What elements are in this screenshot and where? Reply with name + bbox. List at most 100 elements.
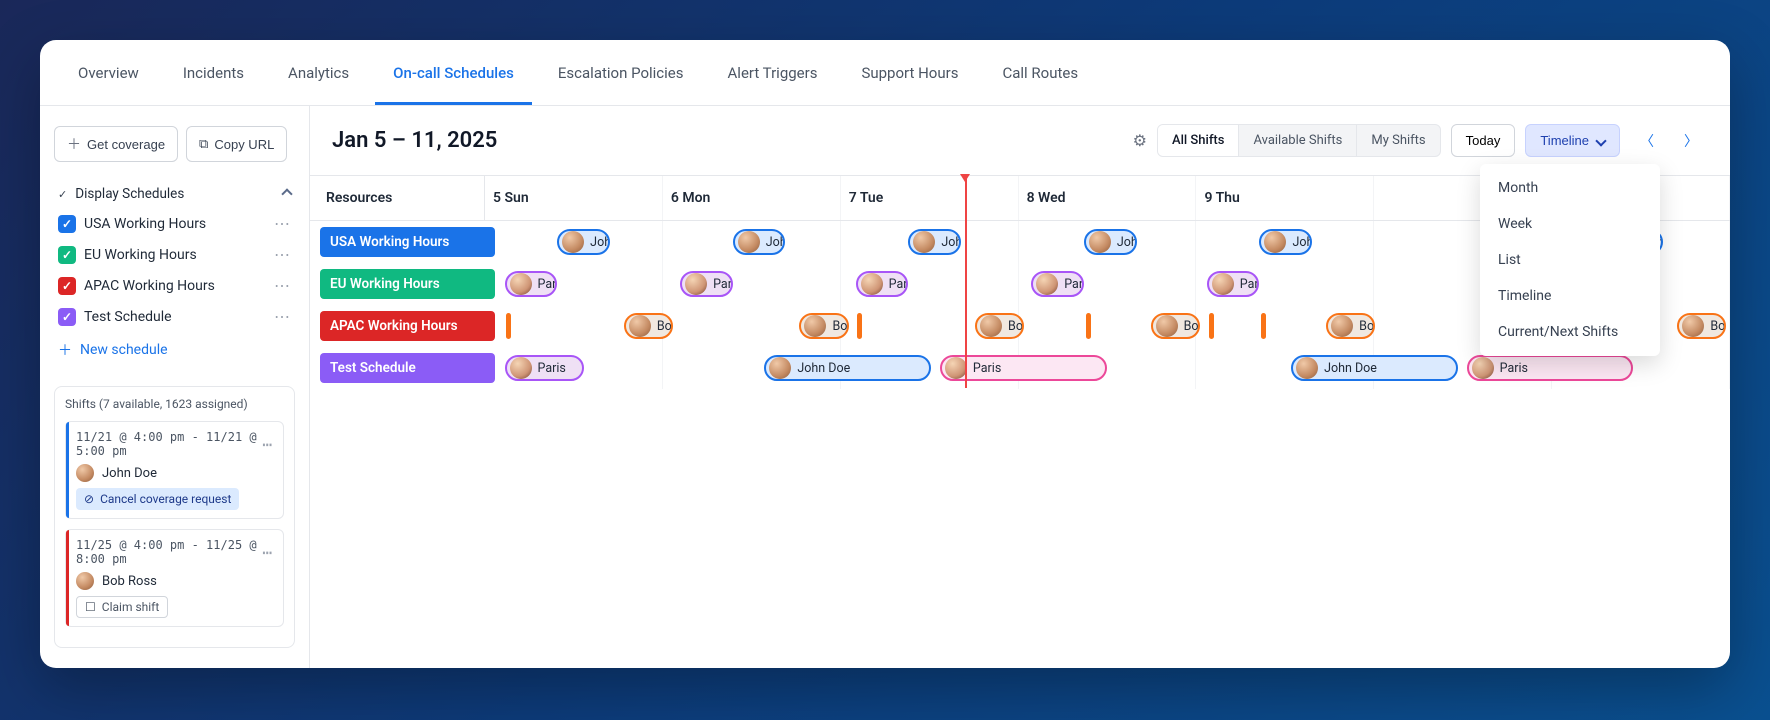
tab-escalation-policies[interactable]: Escalation Policies [540,40,702,105]
shift-pill[interactable]: Joh [1084,229,1137,255]
claim-shift-button[interactable]: ☐ Claim shift [76,596,168,618]
resource-label[interactable]: APAC Working Hours [320,311,495,341]
schedule-checkbox[interactable] [58,246,76,264]
shift-person-label: Par [713,277,732,292]
tab-alert-triggers[interactable]: Alert Triggers [710,40,836,105]
gear-icon[interactable]: ⚙ [1133,131,1147,150]
view-selector-button[interactable]: Timeline [1525,124,1620,157]
today-button[interactable]: Today [1451,124,1516,157]
schedule-menu-button[interactable]: ⋯ [274,245,291,264]
view-option-list[interactable]: List [1480,242,1660,278]
filter-my-shifts[interactable]: My Shifts [1357,125,1439,156]
shift-pill[interactable]: Bo [975,313,1024,339]
shift-pill[interactable]: Joh [1259,229,1312,255]
shift-pill[interactable]: Bo [1677,313,1726,339]
shift-pill[interactable]: Joh [733,229,786,255]
day-header: 7 Tue [841,176,1019,220]
avatar [1472,357,1494,379]
shift-person: Bob Ross [102,574,157,589]
shift-tick[interactable] [857,313,862,339]
shift-menu-button[interactable]: ⋯ [262,435,273,454]
shift-pill[interactable]: Paris [505,355,584,381]
shift-filter-segment: All ShiftsAvailable ShiftsMy Shifts [1157,124,1441,157]
cancel-icon: ⊘ [84,492,94,506]
shift-person-label: Paris [1500,361,1528,376]
shift-tick[interactable] [1209,313,1214,339]
prev-button[interactable]: 〈 [1630,125,1664,157]
schedule-menu-button[interactable]: ⋯ [274,307,291,326]
avatar [562,231,584,253]
shift-card[interactable]: 11/21 @ 4:00 pm - 11/21 @ 5:00 pm ⋯ John… [65,421,284,519]
shift-pill[interactable]: Bo [799,313,848,339]
shift-menu-button[interactable]: ⋯ [262,543,273,562]
filter-all-shifts[interactable]: All Shifts [1158,125,1240,156]
shift-pill[interactable]: Bo [1151,313,1200,339]
avatar [1264,231,1286,253]
shift-pill[interactable]: Paris [1467,355,1634,381]
schedule-row[interactable]: APAC Working Hours ⋯ [54,270,295,301]
tab-on-call-schedules[interactable]: On-call Schedules [375,40,532,105]
next-button[interactable]: 〉 [1674,125,1708,157]
shift-person: John Doe [102,466,157,481]
now-line [965,176,967,388]
day-header: 5 Sun [485,176,663,220]
resource-label[interactable]: EU Working Hours [320,269,495,299]
filter-available-shifts[interactable]: Available Shifts [1239,125,1357,156]
shift-pill[interactable]: Par [1207,271,1260,297]
cancel-coverage-button[interactable]: ⊘ Cancel coverage request [76,488,239,510]
schedule-checkbox[interactable] [58,308,76,326]
chevron-down-icon [1595,135,1606,146]
tab-overview[interactable]: Overview [60,40,157,105]
shift-card[interactable]: 11/25 @ 4:00 pm - 11/25 @ 8:00 pm ⋯ Bob … [65,529,284,627]
tab-call-routes[interactable]: Call Routes [984,40,1096,105]
schedule-checkbox[interactable] [58,215,76,233]
resource-label[interactable]: USA Working Hours [320,227,495,257]
display-schedules-toggle[interactable]: Display Schedules [54,180,295,208]
shift-person-label: Bo [1008,319,1023,334]
avatar [685,273,707,295]
schedule-row[interactable]: EU Working Hours ⋯ [54,239,295,270]
view-option-current-next-shifts[interactable]: Current/Next Shifts [1480,314,1660,350]
shift-time: 11/25 @ 4:00 pm - 11/25 @ 8:00 pm [76,538,262,566]
new-schedule-button[interactable]: ＋ New schedule [54,332,295,368]
shift-person-label: Joh [766,235,786,250]
schedule-menu-button[interactable]: ⋯ [274,214,291,233]
schedule-row[interactable]: USA Working Hours ⋯ [54,208,295,239]
shift-pill[interactable]: Joh [557,229,610,255]
tab-analytics[interactable]: Analytics [270,40,367,105]
schedule-label: EU Working Hours [84,247,197,263]
shift-pill[interactable]: John Doe [1291,355,1458,381]
shift-time: 11/21 @ 4:00 pm - 11/21 @ 5:00 pm [76,430,262,458]
avatar [1682,315,1704,337]
shift-tick[interactable] [1261,313,1266,339]
resource-label[interactable]: Test Schedule [320,353,495,383]
schedule-menu-button[interactable]: ⋯ [274,276,291,295]
schedule-row[interactable]: Test Schedule ⋯ [54,301,295,332]
nav-tabs: OverviewIncidentsAnalyticsOn-call Schedu… [40,40,1730,106]
resources-header: Resources [310,176,485,220]
shift-pill[interactable]: Bo [1326,313,1375,339]
content: Jan 5 – 11, 2025 ⚙ All ShiftsAvailable S… [310,106,1730,668]
shift-pill[interactable]: Par [1031,271,1084,297]
schedule-checkbox[interactable] [58,277,76,295]
tab-support-hours[interactable]: Support Hours [843,40,976,105]
tab-incidents[interactable]: Incidents [165,40,262,105]
shift-pill[interactable]: Par [680,271,733,297]
shift-pill[interactable]: Joh [908,229,961,255]
avatar [1089,231,1111,253]
view-option-week[interactable]: Week [1480,206,1660,242]
get-coverage-button[interactable]: ＋ Get coverage [54,126,178,162]
shift-pill[interactable]: Par [505,271,558,297]
shift-tick[interactable] [506,313,511,339]
shift-pill[interactable]: Bo [624,313,673,339]
shift-pill[interactable]: John Doe [764,355,931,381]
view-option-timeline[interactable]: Timeline [1480,278,1660,314]
avatar [1036,273,1058,295]
plus-icon: ＋ [58,340,72,360]
shift-pill[interactable]: Par [856,271,909,297]
shift-tick[interactable] [1086,313,1091,339]
avatar [76,572,94,590]
view-option-month[interactable]: Month [1480,170,1660,206]
copy-url-button[interactable]: ⧉ Copy URL [186,126,287,162]
shift-person-label: Bo [832,319,847,334]
